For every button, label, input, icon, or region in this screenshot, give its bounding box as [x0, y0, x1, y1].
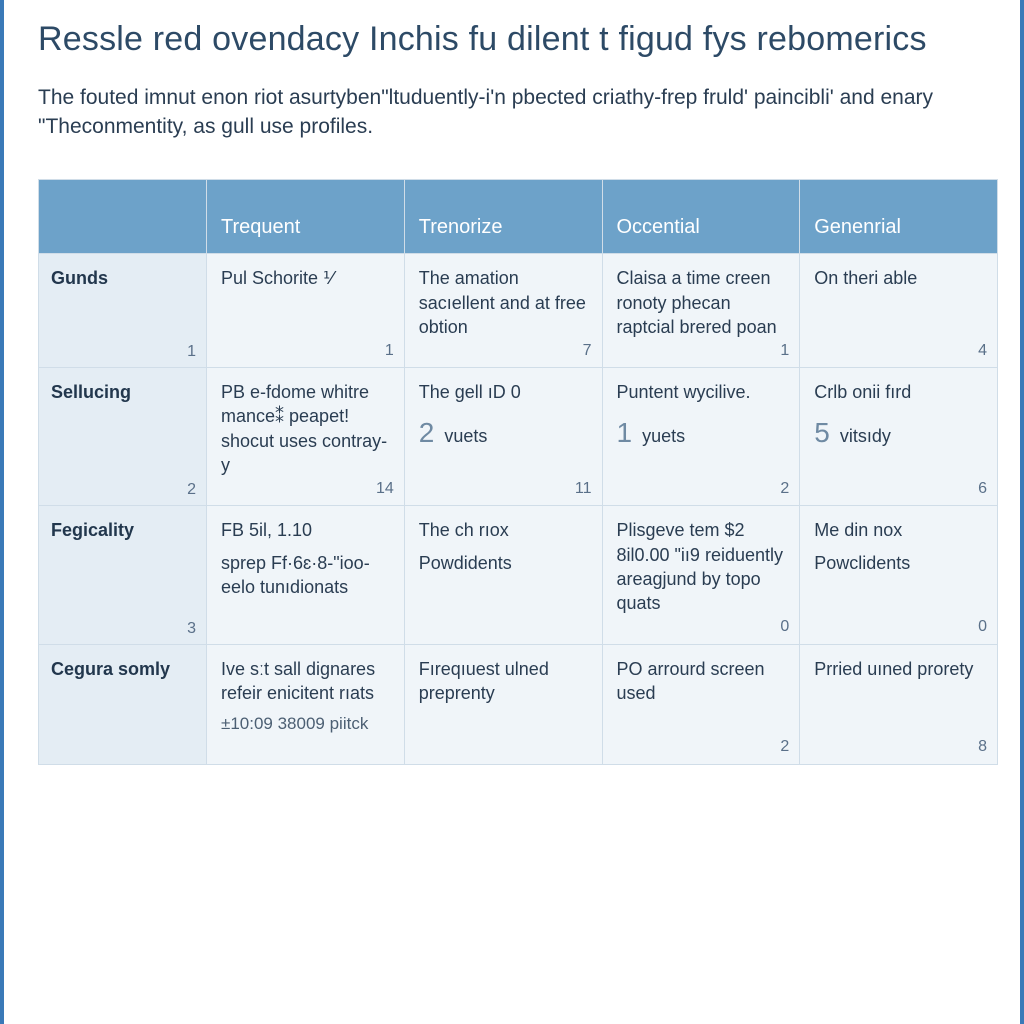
cell-text: Plisgeve tem $2 8il0.00 "iı9 reiduently … — [617, 518, 786, 615]
cell-text: Fıreqıuest ulned preprenty — [419, 657, 588, 706]
cell-text: Puntent wycilive. — [617, 380, 786, 404]
cell-text: PB e-fdome whitre mance⁑ peapet! shocut … — [221, 380, 390, 477]
table-cell: Puntent wycilive. 1 yuets 2 — [602, 368, 800, 506]
stat-label: vuets — [444, 424, 487, 448]
cell-stat: 5 vitsıdy — [814, 414, 983, 452]
table-row: Fegicality3FB 5il, 1.10 sprep Ff·6ɛ·8-"i… — [39, 506, 998, 644]
stat-number: 2 — [419, 414, 435, 452]
table-cell: Ive sːt sall dignares refeir enicitent r… — [207, 644, 405, 765]
cell-stat: 2 vuets — [419, 414, 588, 452]
cell-text: Me din nox — [814, 518, 983, 542]
page-subtitle: The fouted imnut enon riot asurtyben"ltu… — [38, 83, 998, 142]
cell-text: Ive sːt sall dignares refeir enicitent r… — [221, 657, 390, 706]
col-header: Genenrial — [800, 180, 998, 254]
cell-subtext: Powclidents — [814, 551, 983, 575]
col-header: Occential — [602, 180, 800, 254]
cell-footnote: ±10:09 38009 piitck — [221, 713, 390, 736]
table-row: Gunds1 Pul Schorite ⅟ 1 The amation sacıell… — [39, 254, 998, 368]
col-header: Trequent — [207, 180, 405, 254]
table-cell: PB e-fdome whitre mance⁑ peapet! shocut … — [207, 368, 405, 506]
stat-label: yuets — [642, 424, 685, 448]
row-header: Fegicality3 — [39, 506, 207, 644]
cell-number: 1 — [385, 340, 394, 362]
cell-subtext: sprep Ff·6ɛ·8-"ioo-eelo tunıdionats — [221, 551, 390, 600]
cell-number: 6 — [978, 478, 987, 500]
row-header: Gunds1 — [39, 254, 207, 368]
cell-number: 2 — [780, 736, 789, 758]
data-table: Trequent Trenorize Occential Genenrial G… — [38, 179, 998, 765]
cell-text: Prried uıned prorety — [814, 657, 983, 681]
table-cell: On theri able 4 — [800, 254, 998, 368]
cell-subtext: Powdidents — [419, 551, 588, 575]
table-cell: Plisgeve tem $2 8il0.00 "iı9 reiduently … — [602, 506, 800, 644]
table-cell: Claisa a time creen ronoty phecan raptci… — [602, 254, 800, 368]
cell-number: 4 — [978, 340, 987, 362]
table-cell: Crlb onii fırd 5 vitsıdy 6 — [800, 368, 998, 506]
cell-number: 0 — [780, 616, 789, 638]
table-header-row: Trequent Trenorize Occential Genenrial — [39, 180, 998, 254]
cell-number: 0 — [978, 616, 987, 638]
header-blank — [39, 180, 207, 254]
cell-text: The ch rıox — [419, 518, 588, 542]
stat-number: 1 — [617, 414, 633, 452]
table-cell: Fıreqıuest ulned preprenty — [404, 644, 602, 765]
cell-number: 14 — [376, 478, 394, 500]
cell-number: 1 — [780, 340, 789, 362]
stat-label: vitsıdy — [840, 424, 891, 448]
stat-number: 5 — [814, 414, 830, 452]
cell-number: 2 — [780, 478, 789, 500]
cell-text: FB 5il, 1.10 — [221, 518, 390, 542]
page-title: Ressle red ovendacy Inchis fu dilent t f… — [38, 18, 998, 61]
cell-text: The amation sacıellent and at free obtio… — [419, 266, 588, 339]
cell-number: 7 — [583, 340, 592, 362]
cell-text: PO arrourd screen used — [617, 657, 786, 706]
table-body: Gunds1 Pul Schorite ⅟ 1 The amation sacıell… — [39, 254, 998, 765]
table-cell: Me din nox Powclidents 0 — [800, 506, 998, 644]
table-cell: Pul Schorite ⅟ 1 — [207, 254, 405, 368]
cell-text: Claisa a time creen ronoty phecan raptci… — [617, 266, 786, 339]
cell-text: On theri able — [814, 266, 983, 290]
row-number: 1 — [187, 343, 196, 361]
table-row: Cegura somly Ive sːt sall dignares refeir… — [39, 644, 998, 765]
table-cell: The ch rıox Powdidents — [404, 506, 602, 644]
table-cell: FB 5il, 1.10 sprep Ff·6ɛ·8-"ioo-eelo tun… — [207, 506, 405, 644]
cell-text: The gell ıD 0 — [419, 380, 588, 404]
cell-number: 8 — [978, 736, 987, 758]
table-cell: PO arrourd screen used 2 — [602, 644, 800, 765]
row-header: Sellucing2 — [39, 368, 207, 506]
cell-text: Crlb onii fırd — [814, 380, 983, 404]
cell-text: Pul Schorite ⅟ — [221, 266, 390, 290]
table-row: Sellucing2PB e-fdome whitre mance⁑ peape… — [39, 368, 998, 506]
table-cell: The gell ıD 0 2 vuets 11 — [404, 368, 602, 506]
table-cell: Prried uıned prorety 8 — [800, 644, 998, 765]
row-number: 3 — [187, 620, 196, 638]
col-header: Trenorize — [404, 180, 602, 254]
cell-stat: 1 yuets — [617, 414, 786, 452]
table-cell: The amation sacıellent and at free obtio… — [404, 254, 602, 368]
cell-number: 11 — [575, 478, 592, 500]
row-number: 2 — [187, 481, 196, 499]
row-header: Cegura somly — [39, 644, 207, 765]
